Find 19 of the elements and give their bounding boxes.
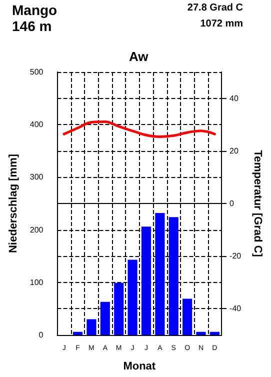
- y-tick-label: 400: [30, 120, 44, 130]
- y2-axis-title: Temperatur [Grad C]: [252, 150, 264, 258]
- chart-title: Aw: [129, 49, 150, 64]
- y2-tick-label: 0: [230, 199, 235, 208]
- y2-tick-label: 40: [230, 94, 239, 103]
- y-tick-label: 100: [30, 278, 44, 287]
- y-tick-label: 500: [30, 68, 44, 76]
- text: 27.8 Grad C: [187, 2, 244, 14]
- y-tick-label: 0: [38, 330, 44, 340]
- y-axis-title: Niederschlag [mm]: [8, 154, 20, 254]
- y-tick-label: 200: [30, 225, 44, 234]
- text: Mango: [12, 2, 58, 18]
- y2-tick-label: 20: [230, 146, 239, 156]
- y2-tick-label: -40: [230, 304, 242, 314]
- x-axis-title: Monat: [123, 360, 156, 372]
- y2-tick-label: -20: [230, 252, 242, 261]
- y-tick-label: 300: [30, 172, 44, 182]
- text: 1072 mm: [200, 18, 244, 30]
- text: 146 m: [12, 18, 52, 34]
